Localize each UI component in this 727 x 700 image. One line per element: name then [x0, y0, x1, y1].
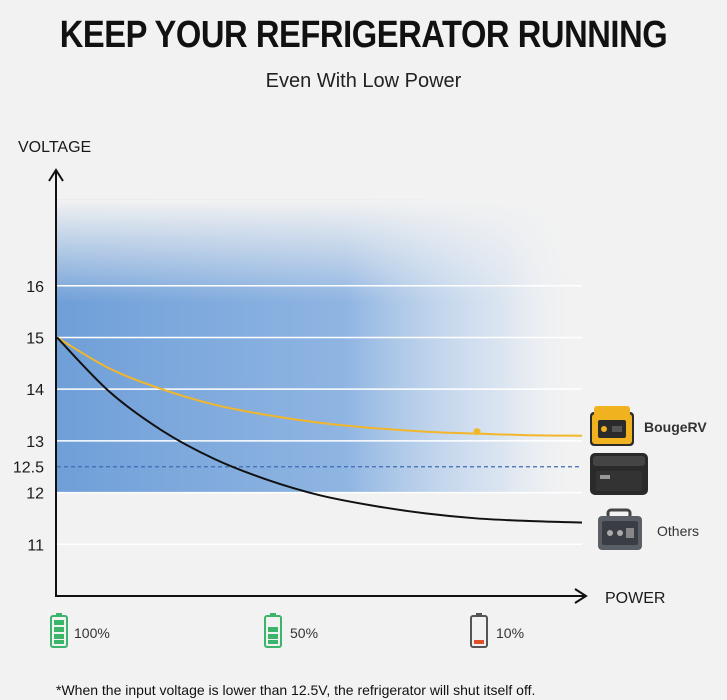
footnote: *When the input voltage is lower than 12… [56, 682, 536, 698]
legend: BougeRV Others [590, 406, 707, 550]
shade-fade [57, 199, 582, 493]
series-line-bougerv [56, 336, 583, 437]
gray-power-station-icon [598, 508, 642, 550]
series-marker-bougerv [473, 428, 481, 436]
y-tick-label: 11 [27, 537, 44, 554]
portable-fridge-icon [590, 453, 648, 495]
y-tick-label: 12.5 [13, 460, 44, 477]
battery-label-50: 50% [290, 625, 318, 641]
x-axis-arrow [574, 588, 588, 604]
legend-label-others: Others [657, 523, 699, 539]
battery-levels: 100% 50% 10% [50, 613, 524, 648]
legend-label-bougerv: BougeRV [644, 419, 707, 435]
gridlines [57, 285, 582, 546]
battery-label-100: 100% [74, 625, 110, 641]
x-axis-label: POWER [605, 590, 665, 607]
y-axis-label: VOLTAGE [18, 139, 91, 156]
battery-full-icon [50, 613, 68, 648]
y-tick-label: 13 [26, 434, 44, 451]
series-lines [56, 336, 583, 524]
y-tick-label: 16 [26, 279, 44, 296]
battery-label-10: 10% [496, 625, 524, 641]
y-tick-labels: 11 12 12.5 13 14 15 16 [13, 279, 44, 555]
battery-half-icon [264, 613, 282, 648]
page-title: KEEP YOUR REFRIGERATOR RUNNING [59, 14, 668, 56]
y-tick-label: 15 [26, 330, 44, 347]
battery-low-icon [470, 613, 488, 648]
yellow-power-station-icon [590, 406, 634, 446]
series-line-others [56, 336, 583, 524]
shaded-band [57, 199, 582, 493]
page-subtitle: Even With Low Power [265, 70, 462, 92]
y-tick-label: 14 [26, 382, 44, 399]
axes: VOLTAGE POWER [18, 139, 665, 607]
y-axis-arrow [48, 168, 64, 182]
y-tick-label: 12 [26, 486, 44, 503]
